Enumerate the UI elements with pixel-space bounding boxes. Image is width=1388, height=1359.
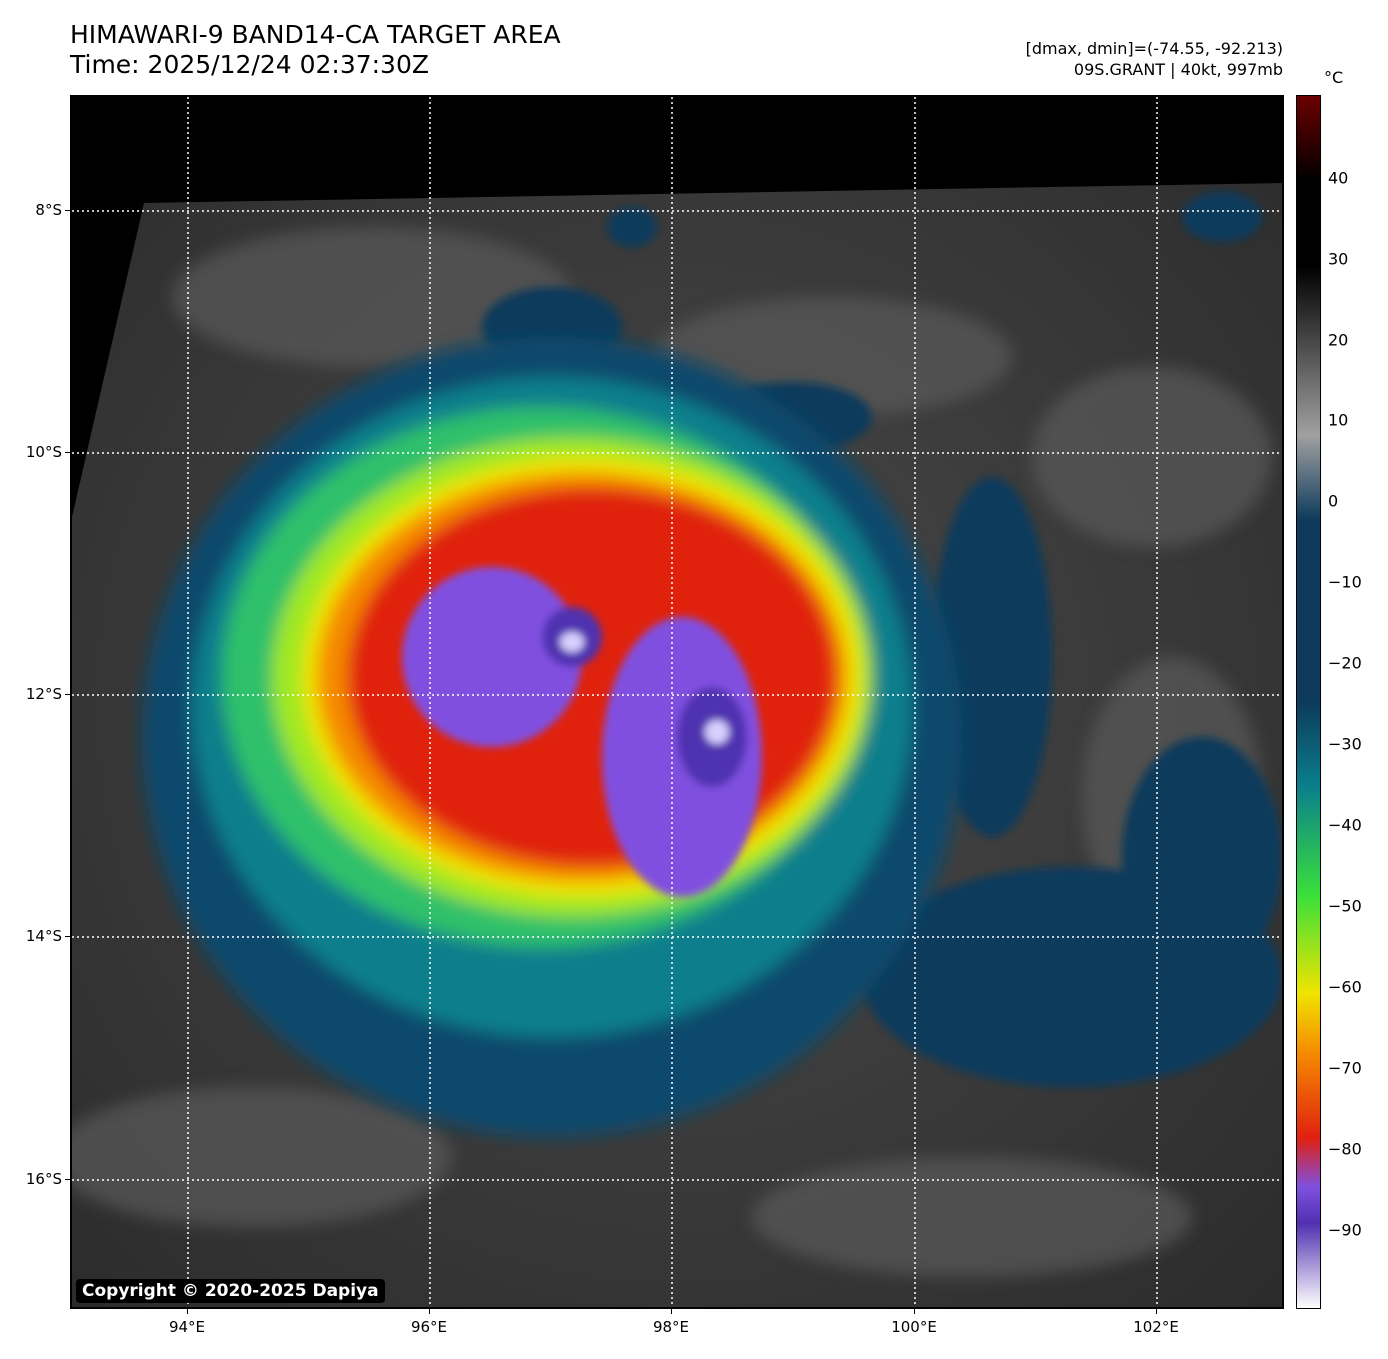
colorbar-label: −80 — [1328, 1139, 1362, 1159]
graticule — [72, 97, 1282, 1307]
y-tick — [65, 694, 70, 695]
colorbar-label: 10 — [1328, 410, 1349, 430]
colorbar-label: −60 — [1328, 977, 1362, 997]
colorbar-label: −90 — [1328, 1220, 1362, 1240]
satellite-imagery — [72, 97, 1282, 1307]
lon-label-94e: 94°E — [168, 1318, 206, 1336]
lon-label-96e: 96°E — [410, 1318, 448, 1336]
colorbar-label: 30 — [1328, 249, 1349, 269]
colorbar-label: −10 — [1328, 572, 1362, 592]
colorbar-label: 20 — [1328, 330, 1349, 350]
storm-info-label: 09S.GRANT | 40kt, 997mb — [1073, 60, 1283, 79]
x-tick — [1156, 1309, 1157, 1314]
y-tick — [65, 452, 70, 453]
colorbar — [1296, 95, 1321, 1309]
y-tick — [65, 1179, 70, 1180]
colorbar-label: −30 — [1328, 734, 1362, 754]
colorbar-label: −40 — [1328, 815, 1362, 835]
dmax-dmin-label: [dmax, dmin]=(-74.55, -92.213) — [1025, 39, 1283, 58]
x-tick — [671, 1309, 672, 1314]
colorbar-unit: °C — [1324, 68, 1344, 87]
colorbar-label: −70 — [1328, 1058, 1362, 1078]
lat-label-14s: 14°S — [25, 927, 62, 945]
lon-label-98e: 98°E — [652, 1318, 690, 1336]
copyright-label: Copyright © 2020-2025 Dapiya — [76, 1279, 385, 1303]
y-tick — [65, 936, 70, 937]
lat-label-10s: 10°S — [25, 443, 62, 461]
colorbar-label: −20 — [1328, 653, 1362, 673]
y-tick — [65, 210, 70, 211]
lat-label-16s: 16°S — [25, 1170, 62, 1188]
x-tick — [429, 1309, 430, 1314]
lat-label-8s: 8°S — [35, 201, 62, 219]
lat-label-12s: 12°S — [25, 685, 62, 703]
title: HIMAWARI-9 BAND14-CA TARGET AREA — [70, 20, 561, 49]
lon-label-100e: 100°E — [891, 1318, 937, 1336]
title-block: HIMAWARI-9 BAND14-CA TARGET AREA Time: 2… — [70, 20, 561, 80]
lon-label-102e: 102°E — [1133, 1318, 1179, 1336]
satellite-map[interactable]: Copyright © 2020-2025 Dapiya — [70, 95, 1284, 1309]
colorbar-label: 0 — [1328, 491, 1339, 511]
colorbar-label: 40 — [1328, 168, 1349, 188]
x-tick — [187, 1309, 188, 1314]
colorbar-label: −50 — [1328, 896, 1362, 916]
time-label: Time: 2025/12/24 02:37:30Z — [70, 50, 429, 79]
info-block: [dmax, dmin]=(-74.55, -92.213) 09S.GRANT… — [1026, 38, 1283, 80]
x-tick — [914, 1309, 915, 1314]
